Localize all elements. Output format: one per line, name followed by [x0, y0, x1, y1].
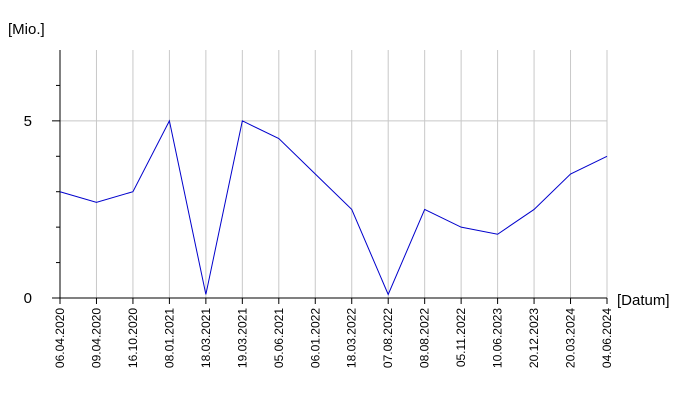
x-tick-label: 16.10.2020	[126, 308, 140, 368]
x-tick-label: 20.12.2023	[527, 308, 541, 368]
data-line	[59, 119, 608, 296]
x-tick-label: 06.01.2022	[308, 308, 322, 368]
x-tick-label: 05.06.2021	[272, 308, 286, 368]
x-tick-label: 05.11.2022	[454, 308, 468, 367]
x-tick-label: 18.03.2021	[199, 308, 213, 368]
x-axis-label: [Datum]	[617, 292, 670, 309]
x-tick-label: 09.04.2020	[89, 308, 103, 368]
x-tick-label: 19.03.2021	[235, 308, 249, 368]
x-tick-label: 08.08.2022	[418, 308, 432, 368]
x-tick-label: 04.06.2024	[600, 308, 614, 368]
y-tick-label: 0	[24, 290, 32, 307]
x-tick-label: 18.03.2022	[345, 308, 359, 368]
x-tick-label: 07.08.2022	[381, 308, 395, 368]
x-tick-label: 06.04.2020	[53, 308, 67, 368]
x-tick-label: 20.03.2024	[564, 308, 578, 368]
y-tick-label: 5	[24, 113, 32, 130]
x-tick-label: 08.01.2021	[162, 308, 176, 368]
x-tick-label: 10.06.2023	[491, 308, 505, 368]
y-axis-label: [Mio.]	[8, 21, 45, 38]
